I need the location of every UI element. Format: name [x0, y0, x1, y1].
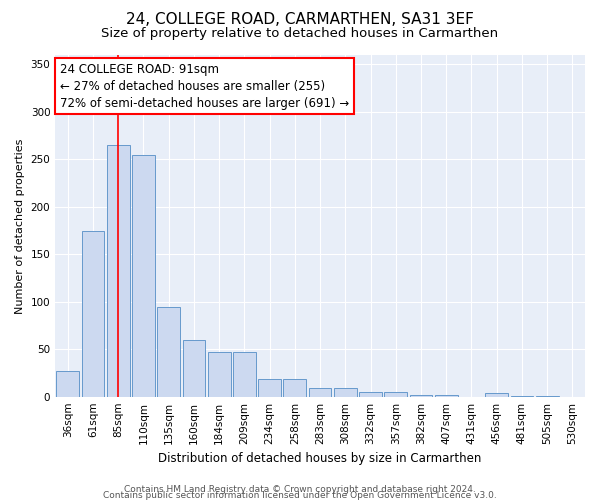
Bar — [283, 378, 306, 396]
Bar — [82, 230, 104, 396]
Bar — [182, 340, 205, 396]
Bar — [157, 308, 180, 396]
Text: Size of property relative to detached houses in Carmarthen: Size of property relative to detached ho… — [101, 28, 499, 40]
Bar — [233, 352, 256, 397]
X-axis label: Distribution of detached houses by size in Carmarthen: Distribution of detached houses by size … — [158, 452, 482, 465]
Bar — [56, 371, 79, 396]
Bar — [359, 392, 382, 396]
Text: 24 COLLEGE ROAD: 91sqm
← 27% of detached houses are smaller (255)
72% of semi-de: 24 COLLEGE ROAD: 91sqm ← 27% of detached… — [60, 62, 349, 110]
Bar — [132, 154, 155, 396]
Bar — [410, 395, 433, 396]
Bar — [435, 395, 458, 396]
Bar — [258, 378, 281, 396]
Bar — [385, 392, 407, 396]
Bar — [208, 352, 230, 397]
Bar — [485, 393, 508, 396]
Text: Contains HM Land Registry data © Crown copyright and database right 2024.: Contains HM Land Registry data © Crown c… — [124, 484, 476, 494]
Bar — [309, 388, 331, 396]
Text: Contains public sector information licensed under the Open Government Licence v3: Contains public sector information licen… — [103, 491, 497, 500]
Text: 24, COLLEGE ROAD, CARMARTHEN, SA31 3EF: 24, COLLEGE ROAD, CARMARTHEN, SA31 3EF — [126, 12, 474, 28]
Bar — [334, 388, 356, 396]
Y-axis label: Number of detached properties: Number of detached properties — [15, 138, 25, 314]
Bar — [107, 145, 130, 397]
